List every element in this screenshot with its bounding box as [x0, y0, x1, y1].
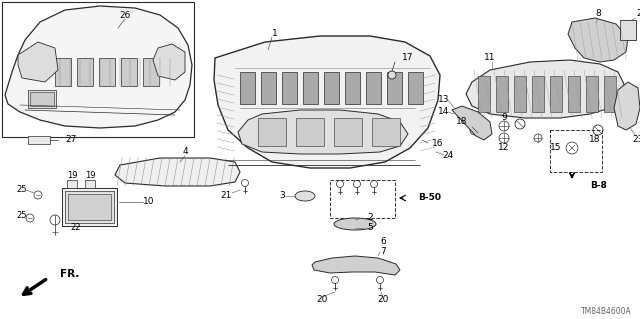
Text: 7: 7	[380, 248, 386, 256]
Polygon shape	[153, 44, 185, 80]
Polygon shape	[466, 60, 624, 118]
Text: 27: 27	[65, 136, 76, 145]
Text: 3: 3	[279, 191, 285, 201]
Bar	[85, 180, 95, 188]
Polygon shape	[28, 136, 50, 144]
Polygon shape	[312, 256, 400, 275]
Text: 17: 17	[402, 54, 413, 63]
Bar	[30, 92, 54, 106]
Bar	[68, 194, 111, 220]
Polygon shape	[5, 6, 192, 128]
Text: 18: 18	[456, 117, 468, 127]
Bar	[99, 58, 115, 86]
Text: 20: 20	[378, 295, 388, 305]
Bar	[2, 2, 194, 137]
Text: 8: 8	[595, 10, 601, 19]
Text: 10: 10	[143, 197, 154, 206]
Text: 19: 19	[84, 170, 95, 180]
Bar	[478, 76, 490, 112]
Bar	[296, 118, 324, 146]
Text: 16: 16	[432, 138, 444, 147]
Polygon shape	[238, 110, 408, 154]
Text: 21: 21	[221, 190, 232, 199]
Text: 13: 13	[438, 95, 450, 105]
Polygon shape	[18, 42, 58, 82]
Bar	[324, 72, 339, 104]
Bar	[143, 58, 159, 86]
Bar	[586, 76, 598, 112]
Bar	[28, 90, 56, 108]
Bar	[121, 58, 137, 86]
Bar	[532, 76, 544, 112]
Bar	[330, 180, 395, 218]
Bar	[282, 72, 297, 104]
Text: 11: 11	[484, 54, 496, 63]
Bar	[550, 76, 562, 112]
Polygon shape	[614, 82, 640, 130]
Bar	[514, 76, 526, 112]
Text: 1: 1	[272, 28, 278, 38]
Text: 12: 12	[499, 144, 509, 152]
Text: 20: 20	[316, 295, 328, 305]
Polygon shape	[214, 36, 440, 168]
Text: 26: 26	[119, 11, 131, 19]
Text: FR.: FR.	[60, 269, 79, 279]
Text: 18: 18	[589, 136, 601, 145]
Bar	[303, 72, 318, 104]
Bar	[334, 118, 362, 146]
Text: 22: 22	[70, 224, 81, 233]
Bar	[55, 58, 71, 86]
Bar	[366, 72, 381, 104]
Text: 25: 25	[17, 186, 28, 195]
Bar	[408, 72, 423, 104]
Text: B-50: B-50	[418, 194, 441, 203]
Bar	[258, 118, 286, 146]
Text: 9: 9	[501, 114, 507, 122]
Polygon shape	[452, 106, 492, 140]
Text: 5: 5	[367, 224, 373, 233]
Text: TM84B4600A: TM84B4600A	[581, 308, 632, 316]
Text: 23: 23	[632, 136, 640, 145]
Text: 6: 6	[380, 238, 386, 247]
Text: 19: 19	[67, 170, 77, 180]
Bar	[372, 118, 400, 146]
Text: B-8: B-8	[590, 182, 607, 190]
Bar	[62, 188, 117, 226]
Bar	[550, 130, 602, 172]
Text: 4: 4	[182, 147, 188, 157]
Bar	[67, 180, 77, 188]
Polygon shape	[115, 158, 240, 186]
Text: 28: 28	[636, 10, 640, 19]
Bar	[568, 76, 580, 112]
Bar	[387, 72, 402, 104]
Bar	[240, 72, 255, 104]
Circle shape	[388, 71, 396, 79]
Text: 14: 14	[438, 108, 450, 116]
Ellipse shape	[295, 191, 315, 201]
Polygon shape	[568, 18, 628, 62]
Bar	[77, 58, 93, 86]
Text: 24: 24	[442, 151, 454, 160]
Bar	[604, 76, 616, 112]
Bar	[620, 20, 636, 40]
Text: 15: 15	[550, 144, 561, 152]
Bar	[65, 191, 114, 223]
Bar	[496, 76, 508, 112]
Bar	[345, 72, 360, 104]
Text: 25: 25	[17, 211, 28, 219]
Bar	[261, 72, 276, 104]
Text: 2: 2	[367, 213, 373, 222]
Ellipse shape	[334, 218, 376, 230]
